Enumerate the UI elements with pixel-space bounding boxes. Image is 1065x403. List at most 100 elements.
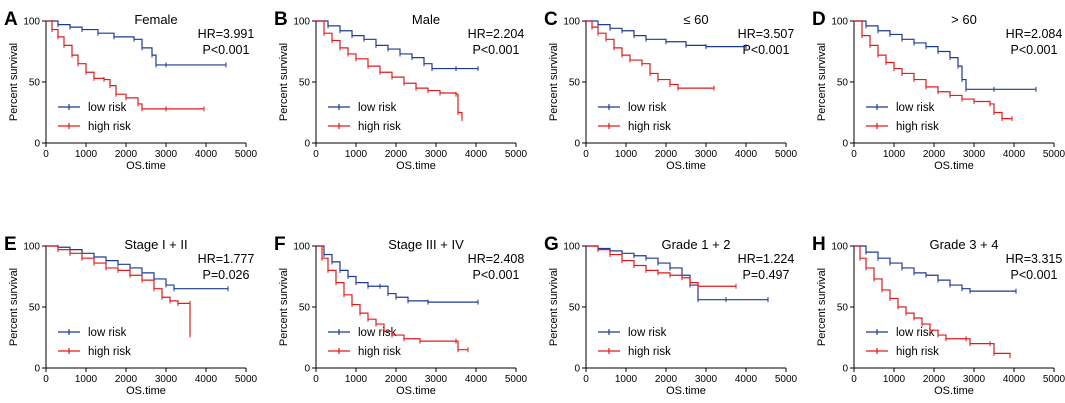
y-tick-label: 50 (837, 78, 849, 89)
panel-letter: G (544, 234, 559, 255)
x-tick-label: 3000 (425, 149, 448, 160)
x-axis-label: OS.time (396, 385, 436, 397)
hazard-ratio: HR=3.507 (738, 27, 795, 41)
high-risk-curve (586, 245, 736, 287)
low-risk-curve (316, 245, 478, 303)
legend-label-low-risk: low risk (358, 102, 397, 114)
y-tick-label: 100 (831, 242, 848, 253)
x-tick-label: 2000 (923, 374, 946, 385)
y-tick-label: 100 (23, 17, 40, 28)
x-tick-label: 3000 (155, 374, 178, 385)
hazard-ratio: HR=2.204 (468, 27, 525, 41)
y-tick-label: 100 (23, 242, 40, 253)
legend-label-high-risk: high risk (628, 121, 671, 133)
x-tick-label: 5000 (775, 374, 798, 385)
x-tick-label: 1000 (615, 149, 638, 160)
legend-label-low-risk: low risk (358, 327, 397, 339)
x-tick-label: 4000 (735, 149, 758, 160)
panel-title: Grade 1 + 2 (661, 237, 730, 252)
x-tick-label: 4000 (465, 149, 488, 160)
y-tick-label: 0 (304, 139, 310, 150)
x-tick-label: 2000 (655, 149, 678, 160)
panel-title: Stage I + II (124, 237, 187, 252)
x-tick-label: 0 (851, 374, 857, 385)
x-tick-label: 1000 (345, 149, 368, 160)
legend-label-low-risk: low risk (628, 327, 667, 339)
x-tick-label: 3000 (963, 149, 986, 160)
x-tick-label: 1000 (75, 149, 98, 160)
legend-label-low-risk: low risk (628, 102, 667, 114)
legend-label-low-risk: low risk (896, 102, 935, 114)
hazard-ratio: HR=2.084 (1006, 27, 1063, 41)
low-risk-curve (854, 245, 1016, 292)
y-axis-label: Percent survival (816, 268, 828, 346)
panel-letter: H (812, 234, 826, 255)
x-tick-label: 2000 (655, 374, 678, 385)
y-axis-label: Percent survival (548, 43, 560, 121)
x-axis-label: OS.time (126, 160, 166, 172)
y-tick-label: 0 (34, 139, 40, 150)
p-value: P<0.001 (203, 43, 250, 57)
p-value: P<0.001 (1011, 43, 1058, 57)
y-tick-label: 0 (574, 364, 580, 375)
x-tick-label: 4000 (1003, 374, 1026, 385)
panel-title: Stage III + IV (388, 237, 464, 252)
x-tick-label: 5000 (1043, 374, 1065, 385)
y-tick-label: 50 (569, 78, 581, 89)
y-axis-label: Percent survival (548, 268, 560, 346)
legend-label-high-risk: high risk (88, 346, 131, 358)
x-tick-label: 0 (583, 149, 589, 160)
p-value: P<0.001 (473, 268, 520, 282)
hazard-ratio: HR=3.315 (1006, 252, 1063, 266)
legend-label-high-risk: high risk (896, 346, 939, 358)
x-tick-label: 2000 (923, 149, 946, 160)
x-tick-label: 4000 (195, 374, 218, 385)
hazard-ratio: HR=1.777 (198, 252, 255, 266)
x-tick-label: 1000 (883, 374, 906, 385)
y-tick-label: 100 (831, 17, 848, 28)
high-risk-curve (854, 245, 1011, 356)
p-value: P=0.497 (743, 268, 790, 282)
y-axis-label: Percent survival (278, 268, 290, 346)
panel-letter: F (274, 234, 286, 255)
x-tick-label: 0 (313, 374, 319, 385)
x-tick-label: 2000 (385, 149, 408, 160)
panel-letter: B (274, 9, 288, 30)
y-tick-label: 100 (293, 242, 310, 253)
x-tick-label: 5000 (505, 374, 528, 385)
y-tick-label: 50 (569, 303, 581, 314)
legend-label-high-risk: high risk (88, 121, 131, 133)
legend-label-low-risk: low risk (896, 327, 935, 339)
y-tick-label: 100 (563, 17, 580, 28)
y-tick-label: 0 (34, 364, 40, 375)
x-tick-label: 3000 (155, 149, 178, 160)
high-risk-curve (46, 245, 191, 336)
y-tick-label: 50 (299, 78, 311, 89)
x-tick-label: 4000 (735, 374, 758, 385)
x-tick-label: 5000 (775, 149, 798, 160)
x-axis-label: OS.time (396, 160, 436, 172)
panel-letter: E (4, 234, 17, 255)
legend-label-low-risk: low risk (88, 102, 127, 114)
x-tick-label: 4000 (195, 149, 218, 160)
high-risk-curve (586, 20, 714, 89)
y-tick-label: 100 (293, 17, 310, 28)
x-tick-label: 0 (43, 149, 49, 160)
x-tick-label: 0 (851, 149, 857, 160)
x-tick-label: 5000 (1043, 149, 1065, 160)
x-tick-label: 4000 (1003, 149, 1026, 160)
hazard-ratio: HR=2.408 (468, 252, 525, 266)
x-tick-label: 0 (313, 149, 319, 160)
x-tick-label: 5000 (235, 149, 258, 160)
p-value: P<0.001 (1011, 268, 1058, 282)
y-tick-label: 0 (842, 364, 848, 375)
x-tick-label: 5000 (235, 374, 258, 385)
